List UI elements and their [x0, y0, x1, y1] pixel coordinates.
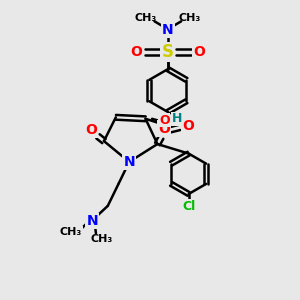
Text: O: O — [131, 45, 142, 59]
Text: N: N — [162, 22, 174, 37]
Text: CH₃: CH₃ — [134, 13, 157, 23]
Text: O: O — [158, 122, 170, 136]
Text: CH₃: CH₃ — [179, 13, 201, 23]
Text: CH₃: CH₃ — [60, 227, 82, 237]
Text: S: S — [162, 43, 174, 61]
Text: O: O — [182, 119, 194, 133]
Text: O: O — [159, 114, 169, 127]
Text: CH₃: CH₃ — [90, 234, 112, 244]
Text: H: H — [172, 112, 182, 125]
Text: O: O — [85, 123, 98, 137]
Text: N: N — [86, 214, 98, 228]
Text: O: O — [193, 45, 205, 59]
Text: Cl: Cl — [182, 200, 195, 213]
Text: N: N — [123, 155, 135, 169]
